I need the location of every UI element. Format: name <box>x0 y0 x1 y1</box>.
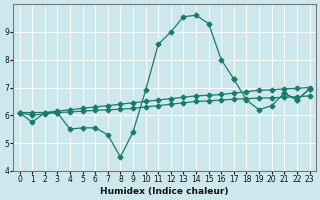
X-axis label: Humidex (Indice chaleur): Humidex (Indice chaleur) <box>100 187 229 196</box>
